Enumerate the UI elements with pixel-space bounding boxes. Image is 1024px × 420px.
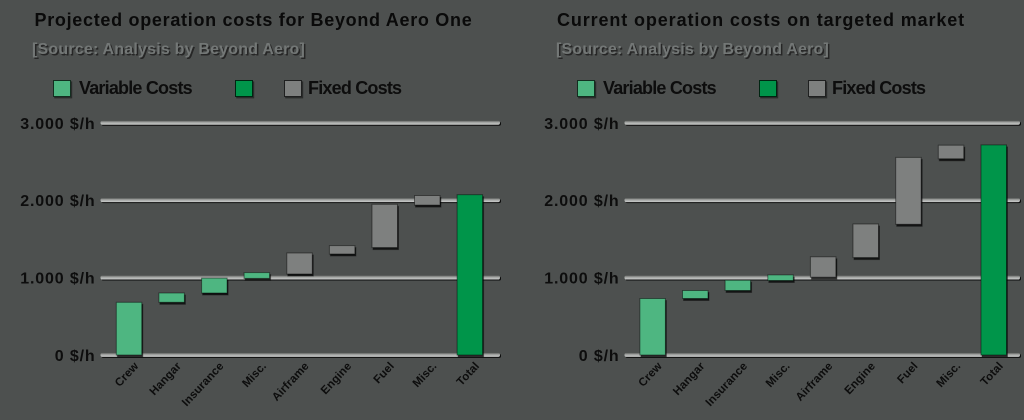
- svg-text:2.000 $/h: 2.000 $/h: [20, 193, 95, 210]
- svg-text:1.000 $/h: 1.000 $/h: [20, 271, 95, 288]
- svg-text:Fuel: Fuel: [372, 360, 397, 386]
- svg-text:1.000 $/h: 1.000 $/h: [544, 271, 619, 288]
- svg-text:Hangar: Hangar: [671, 360, 707, 398]
- svg-text:Misc.: Misc.: [764, 360, 793, 390]
- svg-text:0 $/h: 0 $/h: [55, 348, 96, 365]
- svg-text:Crew: Crew: [637, 360, 665, 389]
- svg-text:Misc.: Misc.: [240, 360, 269, 390]
- svg-text:2.000 $/h: 2.000 $/h: [544, 193, 619, 210]
- svg-text:Misc.: Misc.: [411, 360, 440, 390]
- svg-text:Engine: Engine: [843, 360, 878, 397]
- svg-text:3.000 $/h: 3.000 $/h: [544, 116, 619, 133]
- svg-text:Misc.: Misc.: [935, 360, 964, 390]
- svg-text:3.000 $/h: 3.000 $/h: [20, 116, 95, 133]
- svg-text:Engine: Engine: [319, 360, 354, 397]
- svg-text:Airframe: Airframe: [794, 360, 836, 403]
- svg-text:Total: Total: [979, 360, 1006, 388]
- svg-text:Fuel: Fuel: [895, 360, 920, 386]
- svg-text:Crew: Crew: [113, 360, 141, 389]
- svg-text:Insurance: Insurance: [180, 360, 226, 409]
- svg-text:Total: Total: [455, 360, 482, 388]
- svg-text:Insurance: Insurance: [704, 360, 750, 409]
- svg-text:Airframe: Airframe: [270, 360, 312, 403]
- svg-text:Hangar: Hangar: [148, 360, 184, 398]
- svg-text:0 $/h: 0 $/h: [579, 348, 620, 365]
